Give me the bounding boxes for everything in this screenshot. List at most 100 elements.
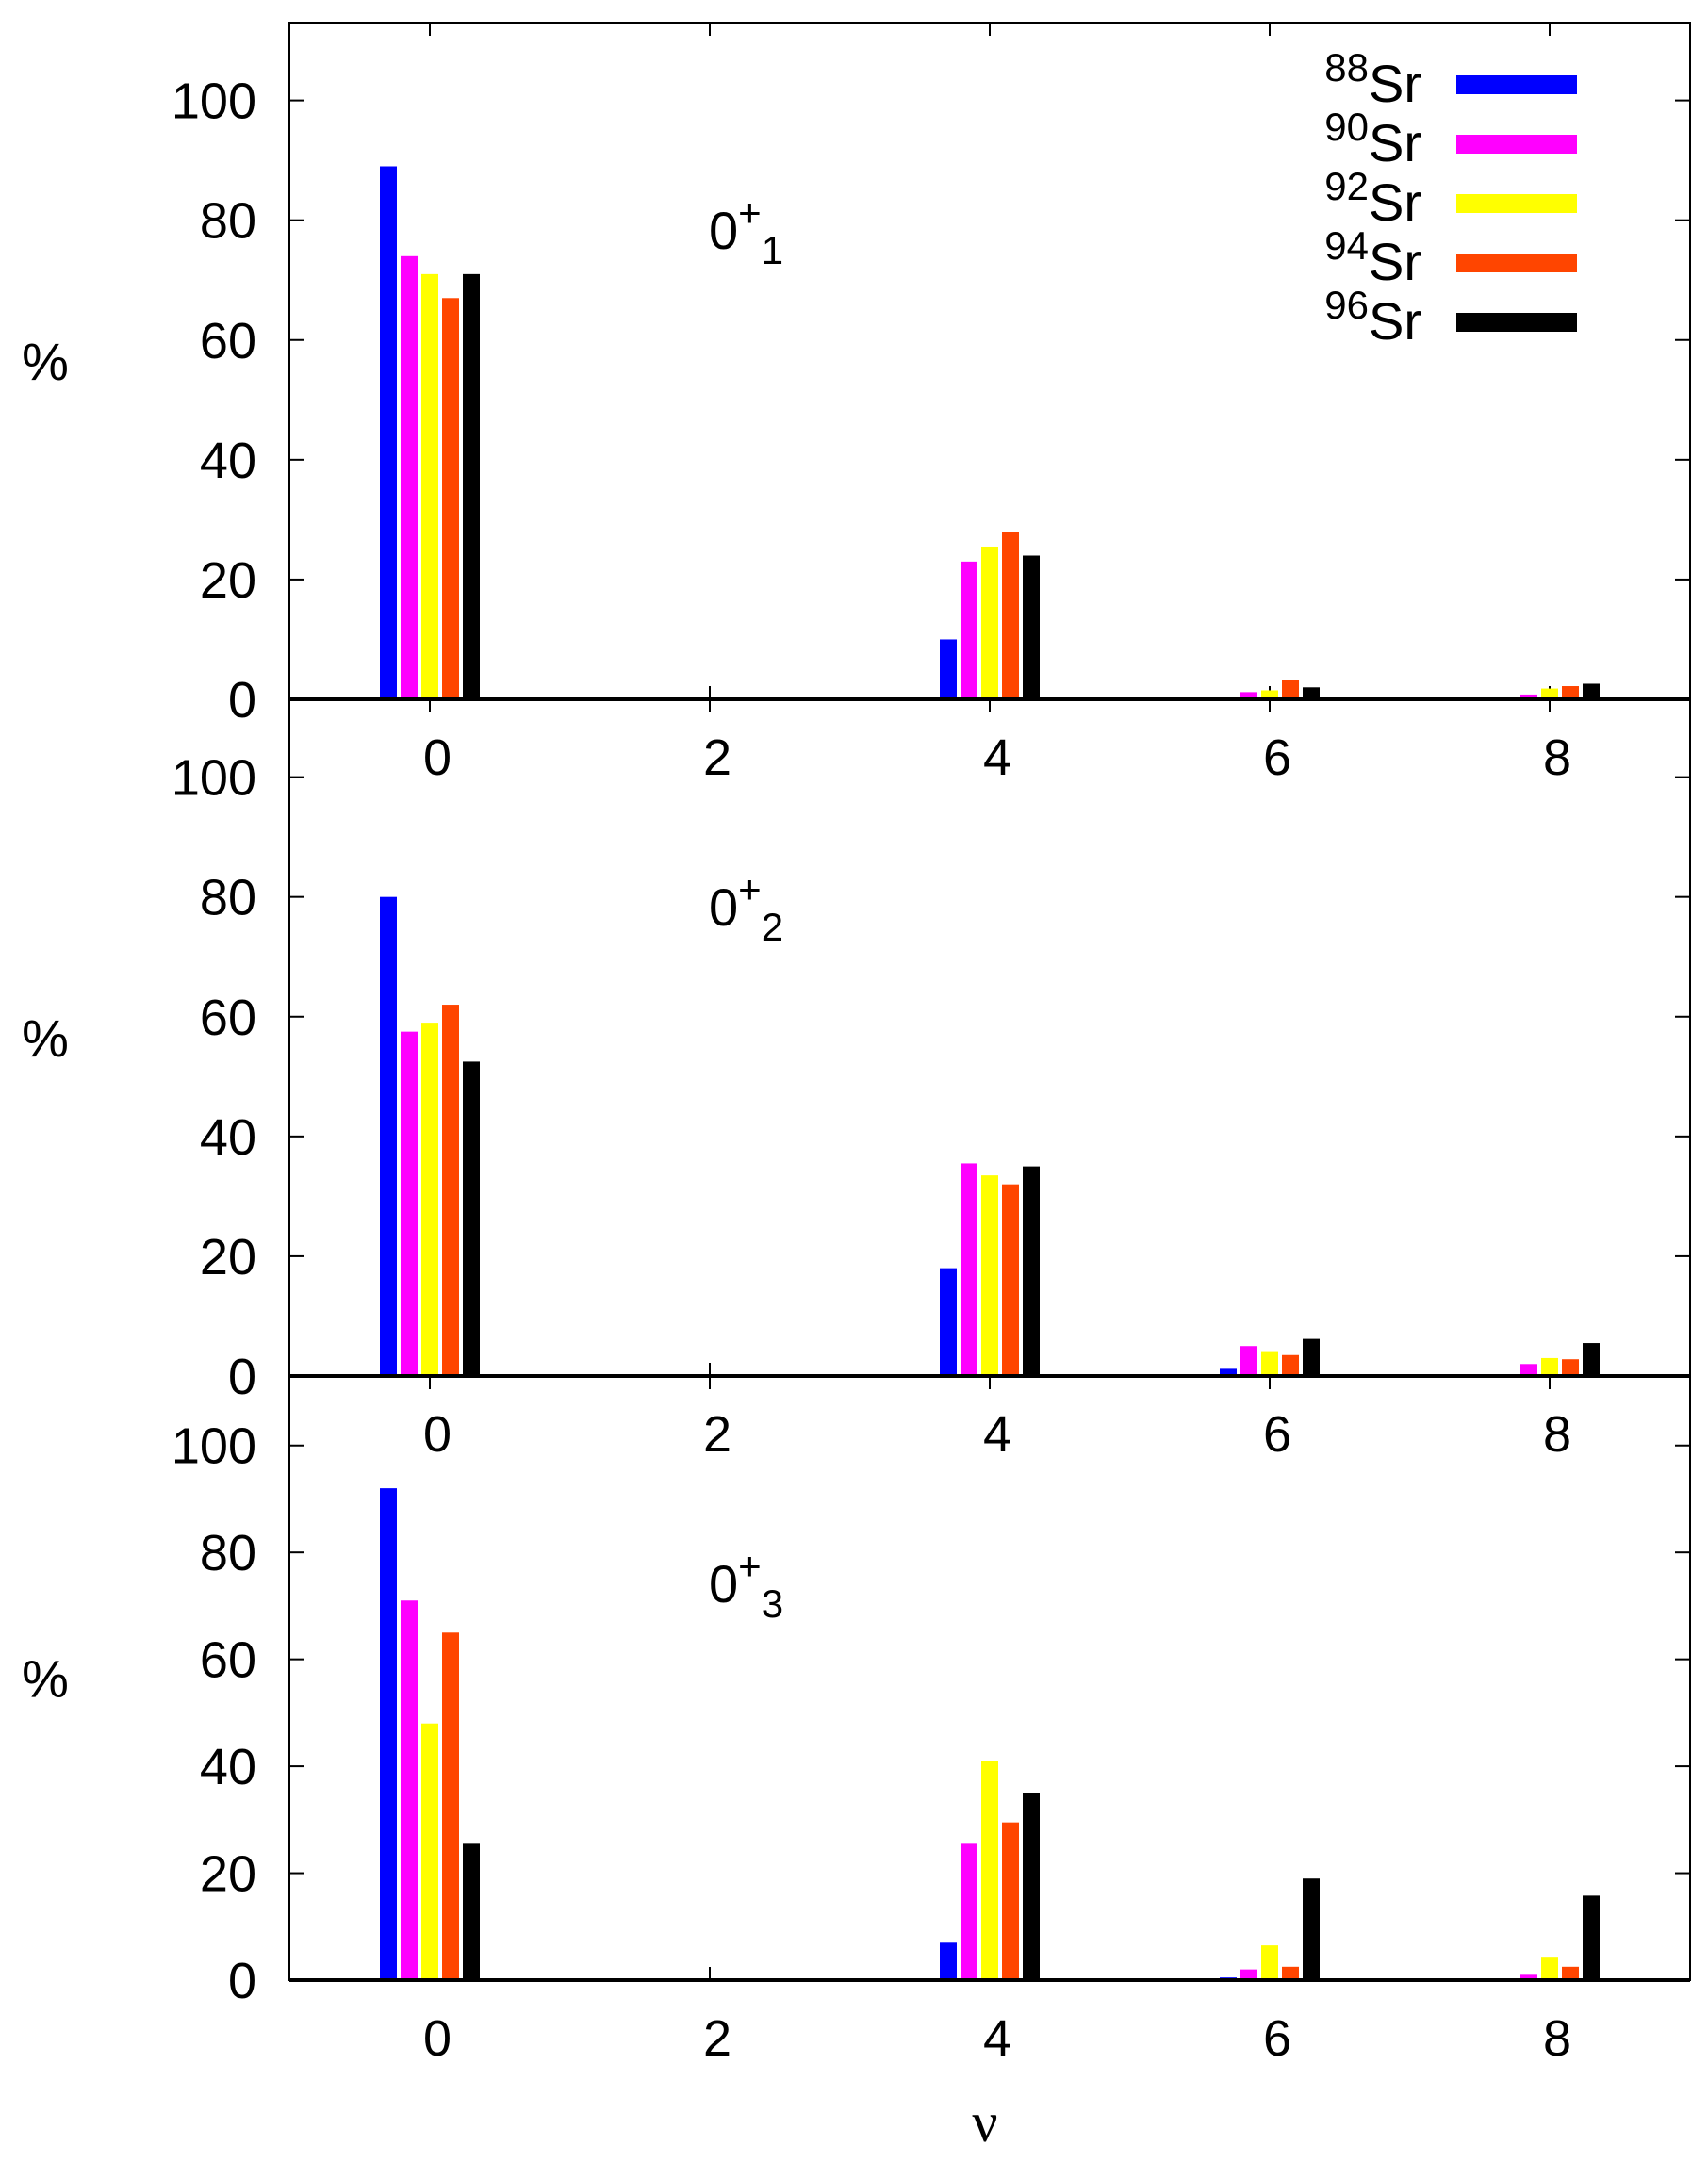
y-tick-label: 20 [200, 1229, 256, 1286]
bar-92Sr-v0 [421, 1723, 438, 1980]
x-tick-label: 8 [1543, 729, 1571, 786]
legend-label-96: 96Sr [1324, 283, 1421, 351]
bar-92Sr-v4 [981, 1761, 998, 1980]
y-tick-label: 80 [200, 193, 256, 250]
bar-96Sr-v6 [1303, 1878, 1320, 1980]
x-tick-label: 8 [1543, 1406, 1571, 1463]
bar-90Sr-v4 [961, 1843, 977, 1980]
y-tick-label: 0 [228, 672, 256, 729]
bar-94Sr-v6 [1282, 1354, 1299, 1376]
y-tick-label: 60 [200, 1632, 256, 1689]
y-axis-label: % [22, 1008, 69, 1068]
bar-96Sr-v0 [463, 1843, 480, 1980]
x-tick-label: 0 [423, 729, 452, 786]
x-tick-label: 4 [983, 1406, 1011, 1463]
legend-label-92: 92Sr [1324, 164, 1421, 232]
bar-90Sr-v6 [1240, 1969, 1257, 1980]
state-label: 0+3 [709, 1544, 783, 1626]
bar-96Sr-v8 [1583, 683, 1600, 699]
bar-96Sr-v0 [463, 273, 480, 699]
bar-90Sr-v8 [1520, 1974, 1537, 1980]
panel-2: 0 20 40 60 80 100 0 2 4 6 8% 0+2 [22, 698, 1691, 1463]
bar-94Sr-v6 [1282, 680, 1299, 699]
bar-96Sr-v8 [1583, 1343, 1600, 1376]
bar-90Sr-v6 [1240, 1346, 1257, 1376]
bar-92Sr-v8 [1541, 1357, 1558, 1376]
y-axis-label: % [22, 332, 69, 391]
bar-88Sr-v4 [940, 639, 957, 699]
legend-label-94: 94Sr [1324, 223, 1421, 291]
legend-label-90: 90Sr [1324, 105, 1421, 172]
legend-swatch-96 [1456, 313, 1577, 332]
y-tick-label: 100 [172, 750, 256, 807]
bar-90Sr-v4 [961, 1163, 977, 1376]
bar-96Sr-v6 [1303, 687, 1320, 699]
x-axis-label: ν [972, 2091, 997, 2154]
bar-92Sr-v0 [421, 273, 438, 699]
legend-label-88: 88Sr [1324, 45, 1421, 113]
x-tick-label: 4 [983, 729, 1011, 786]
y-tick-label: 20 [200, 1846, 256, 1903]
x-tick-label: 2 [703, 1406, 731, 1463]
y-tick-label: 100 [172, 74, 256, 130]
x-tick-label: 0 [423, 1406, 452, 1463]
bar-96Sr-v4 [1023, 555, 1040, 699]
bar-96Sr-v8 [1583, 1895, 1600, 1980]
x-tick-label: 6 [1263, 729, 1291, 786]
legend-swatch-92 [1456, 194, 1577, 213]
bar-96Sr-v0 [463, 1061, 480, 1376]
bar-90Sr-v0 [401, 255, 418, 699]
legend-swatch-88 [1456, 75, 1577, 94]
bar-94Sr-v4 [1002, 1184, 1019, 1376]
y-tick-label: 40 [200, 1739, 256, 1795]
y-tick-label: 80 [200, 870, 256, 926]
bar-88Sr-v4 [940, 1942, 957, 1980]
bar-92Sr-v4 [981, 546, 998, 699]
x-tick-label: 6 [1263, 2010, 1291, 2067]
bar-90Sr-v8 [1520, 1364, 1537, 1376]
y-tick-label: 60 [200, 990, 256, 1046]
x-tick-label: 2 [703, 2010, 731, 2067]
bar-88Sr-v0 [380, 166, 397, 699]
x-tick-label: 6 [1263, 1406, 1291, 1463]
bar-92Sr-v4 [981, 1175, 998, 1376]
legend-swatch-90 [1456, 135, 1577, 154]
x-tick-label: 2 [703, 729, 731, 786]
bar-88Sr-v4 [940, 1268, 957, 1376]
bar-94Sr-v0 [442, 1005, 459, 1376]
panel-1: 0 20 40 60 80 100 0 2 4 6 8% 0+1 [22, 22, 1691, 786]
bar-92Sr-v6 [1261, 1945, 1278, 1980]
bar-94Sr-v0 [442, 298, 459, 699]
bar-94Sr-v8 [1562, 686, 1579, 699]
bar-94Sr-v0 [442, 1632, 459, 1980]
bar-94Sr-v8 [1562, 1966, 1579, 1980]
legend-swatch-94 [1456, 254, 1577, 272]
y-tick-label: 100 [172, 1418, 256, 1475]
bar-90Sr-v8 [1520, 694, 1537, 699]
bar-92Sr-v6 [1261, 1351, 1278, 1376]
bar-94Sr-v8 [1562, 1359, 1579, 1376]
bar-94Sr-v4 [1002, 1822, 1019, 1980]
y-tick-label: 20 [200, 552, 256, 609]
bar-96Sr-v6 [1303, 1338, 1320, 1376]
x-tick-label: 0 [423, 2010, 452, 2067]
bar-92Sr-v8 [1541, 1957, 1558, 1980]
bar-90Sr-v6 [1240, 692, 1257, 699]
bar-90Sr-v4 [961, 561, 977, 699]
y-tick-label: 80 [200, 1525, 256, 1581]
bar-90Sr-v0 [401, 1031, 418, 1376]
bar-90Sr-v0 [401, 1600, 418, 1980]
bar-94Sr-v4 [1002, 532, 1019, 699]
bar-88Sr-v0 [380, 896, 397, 1376]
x-tick-label: 4 [983, 2010, 1011, 2067]
y-tick-label: 40 [200, 1109, 256, 1166]
state-label: 0+2 [709, 867, 783, 949]
state-label: 0+1 [709, 190, 783, 272]
y-tick-label: 40 [200, 433, 256, 489]
x-tick-label: 8 [1543, 2010, 1571, 2067]
y-tick-label: 0 [228, 1953, 256, 2009]
bar-92Sr-v8 [1541, 688, 1558, 699]
